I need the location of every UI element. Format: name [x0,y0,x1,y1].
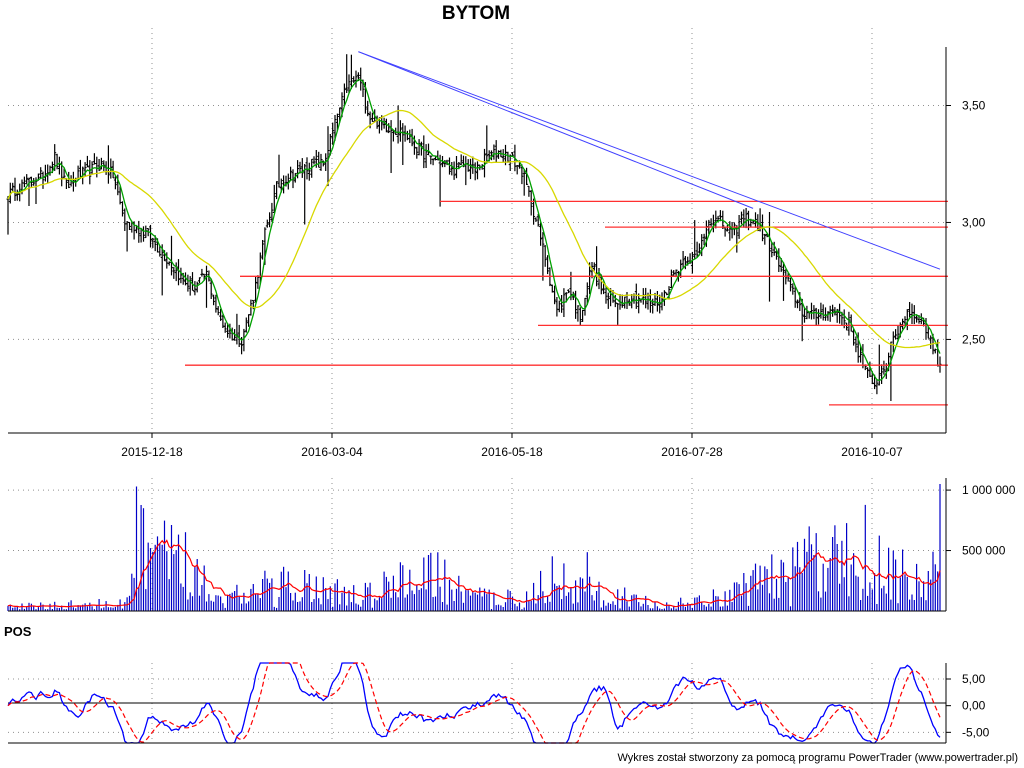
pos-line-red [7,662,941,744]
pos-panel: POS 5,00 0,00 -5,00 [4,624,990,744]
volume-panel: 1 000 000 500 000 [7,478,1016,612]
price-panel: 3,50 3,00 2,50 2015-12-18 2016-03-04 2016-05… [6,47,986,459]
pos-y-tick-label: 0,00 [962,699,986,713]
moving-average-30 [7,109,941,349]
date-tick-label: 2016-10-07 [841,445,903,459]
pos-label: POS [4,624,32,639]
volume-bars [7,484,941,611]
date-tick-label: 2016-05-18 [481,445,543,459]
price-y-tick-labels: 3,50 3,00 2,50 [946,99,986,346]
chart-title: BYTOM [442,3,510,24]
date-tick-label: 2016-07-28 [661,445,723,459]
grid-lines [8,28,946,743]
volume-y-tick-labels: 1 000 000 500 000 [946,483,1016,558]
volume-y-tick-label: 500 000 [962,544,1006,558]
pos-y-tick-label: 5,00 [962,672,986,686]
moving-average-5 [7,79,941,382]
trend-lines [358,51,941,270]
price-y-tick-label: 2,50 [962,332,986,346]
price-bars [6,54,942,401]
date-tick-label: 2016-03-04 [301,445,363,459]
pos-y-tick-label: -5,00 [962,725,990,739]
pos-y-tick-labels: 5,00 0,00 -5,00 [946,672,990,739]
date-tick-labels: 2015-12-18 2016-03-04 2016-05-18 2016-07-28… [121,433,903,459]
price-y-tick-label: 3,00 [962,216,986,230]
trend-line [358,51,941,270]
moving-averages [7,79,941,382]
pos-line-blue [7,662,941,744]
volume-y-tick-label: 1 000 000 [962,483,1016,497]
date-tick-label: 2015-12-18 [121,445,183,459]
volume-moving-average [7,539,941,608]
trend-line [358,51,754,209]
price-y-tick-label: 3,50 [962,99,986,113]
footer-credit: Wykres został stworzony za pomocą progra… [617,752,1018,764]
support-resistance-levels [185,200,948,406]
